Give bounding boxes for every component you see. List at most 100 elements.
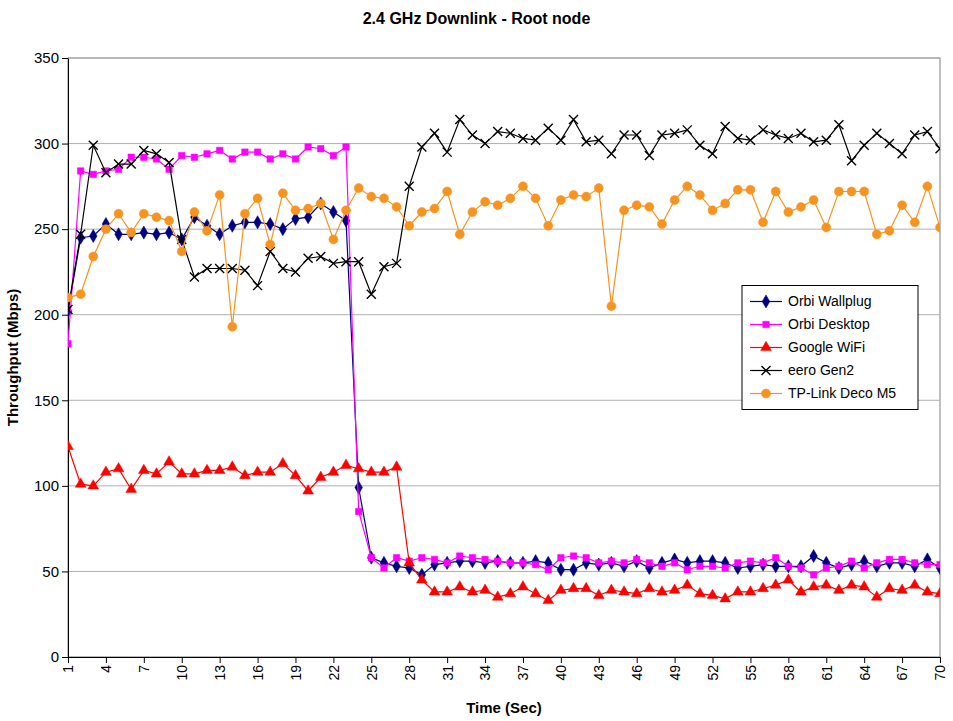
series-marker [315,471,326,480]
series-marker [923,127,932,136]
series-marker [127,228,135,241]
series-marker [937,561,940,567]
series-marker [911,560,917,566]
series-marker [68,341,71,347]
legend-item: eero Gen2 [750,362,854,378]
legend-item: TP-Link Deco M5 [750,385,896,401]
x-tick-label: 25 [364,665,380,681]
series-marker [657,131,666,140]
series-marker [254,149,260,155]
x-tick-mark [447,657,448,663]
legend-label: Orbi Desktop [788,316,870,332]
series-marker [899,556,905,562]
x-tick-label: 70 [932,665,948,681]
series-marker [469,554,475,560]
series-marker [758,582,769,591]
series-marker [229,156,235,162]
series-line [68,120,940,310]
series-marker [720,593,731,602]
series-marker [506,194,515,203]
series-marker [671,553,679,566]
series-marker [874,560,880,566]
y-tick-label: 100 [34,477,59,494]
x-tick-mark [561,657,562,663]
grid-line [68,143,940,144]
series-marker [444,560,450,566]
series-marker [885,139,894,148]
series-marker [189,468,200,477]
series-marker [178,152,184,158]
series-marker [760,560,766,566]
grid-line [68,58,940,59]
series-marker [304,254,313,263]
series-line [68,147,940,575]
series-marker [810,572,816,578]
series-marker [354,257,363,266]
series-marker [278,264,287,273]
series-marker [671,560,677,566]
series-marker [834,187,843,196]
x-tick: 16 [250,657,266,681]
series-marker [367,192,376,201]
series-marker [138,464,149,473]
series-marker [593,589,604,598]
series-marker [556,136,565,145]
series-marker [316,199,325,208]
series-marker [898,556,906,569]
series-marker [555,584,566,593]
series-marker [747,558,753,564]
series-marker [443,187,452,196]
series-line [68,203,940,574]
grid-line [68,657,940,658]
series-marker [872,129,881,138]
series-marker [101,225,110,234]
series-marker [657,586,668,595]
series-marker [393,554,399,560]
x-tick-mark [333,657,334,663]
x-tick-mark [788,657,789,663]
x-tick-label: 22 [326,665,342,681]
series-marker [404,557,415,566]
legend-marker [762,295,770,308]
series-marker [318,145,324,151]
series-marker [317,197,325,210]
series-marker [519,556,527,569]
series-marker [381,565,387,571]
series-marker [493,127,502,136]
series-marker [797,560,805,573]
series-marker [305,144,311,150]
series-marker [481,139,490,148]
series-marker [873,560,881,573]
series-marker [204,151,210,157]
series-marker [785,560,793,573]
x-tick: 55 [743,657,759,681]
series-marker [494,555,502,568]
legend-item: Google WiFi [750,339,865,355]
x-tick-mark [902,657,903,663]
series-marker [682,579,693,588]
x-tick: 49 [667,657,683,681]
legend-box [742,286,918,410]
grid-line [68,485,940,486]
series-marker [822,223,831,232]
x-tick-label: 43 [591,665,607,681]
series-marker [581,582,592,591]
series-marker [809,137,818,146]
y-tick: 0 [51,648,68,665]
series-marker [848,558,856,571]
series-marker [75,478,86,487]
series-marker [216,147,222,153]
series-marker [227,461,238,470]
y-tick-mark [62,229,68,230]
series-marker [153,228,161,241]
y-tick-mark [62,657,68,658]
x-tick-label: 52 [705,665,721,681]
x-tick-label: 46 [629,665,645,681]
series-marker [419,554,425,560]
series-marker [670,129,679,138]
series-marker [911,560,919,573]
series-marker [68,305,73,314]
series-marker [291,267,300,276]
series-marker [785,563,791,569]
series-marker [583,554,589,560]
